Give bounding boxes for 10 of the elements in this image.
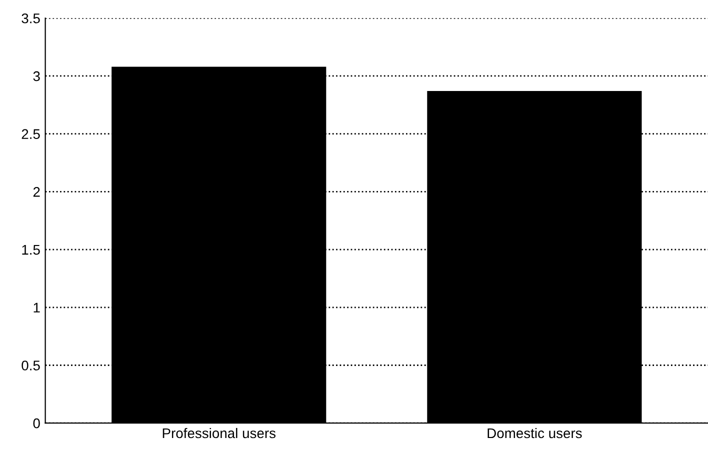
y-tick-label: 3.5: [22, 13, 40, 24]
y-tick-label: 0: [33, 418, 40, 428]
y-tick-label: 1.5: [22, 245, 40, 255]
y-tick-label: 1: [34, 302, 40, 312]
x-tick-label: Professional users: [162, 428, 276, 438]
y-tick-label: 0.5: [22, 360, 40, 370]
x-tick-label: Domestic users: [488, 428, 582, 438]
y-tick-label: 3: [33, 71, 40, 82]
y-tick-label: 2: [33, 187, 40, 197]
y-tick-label: 2.5: [22, 129, 40, 139]
